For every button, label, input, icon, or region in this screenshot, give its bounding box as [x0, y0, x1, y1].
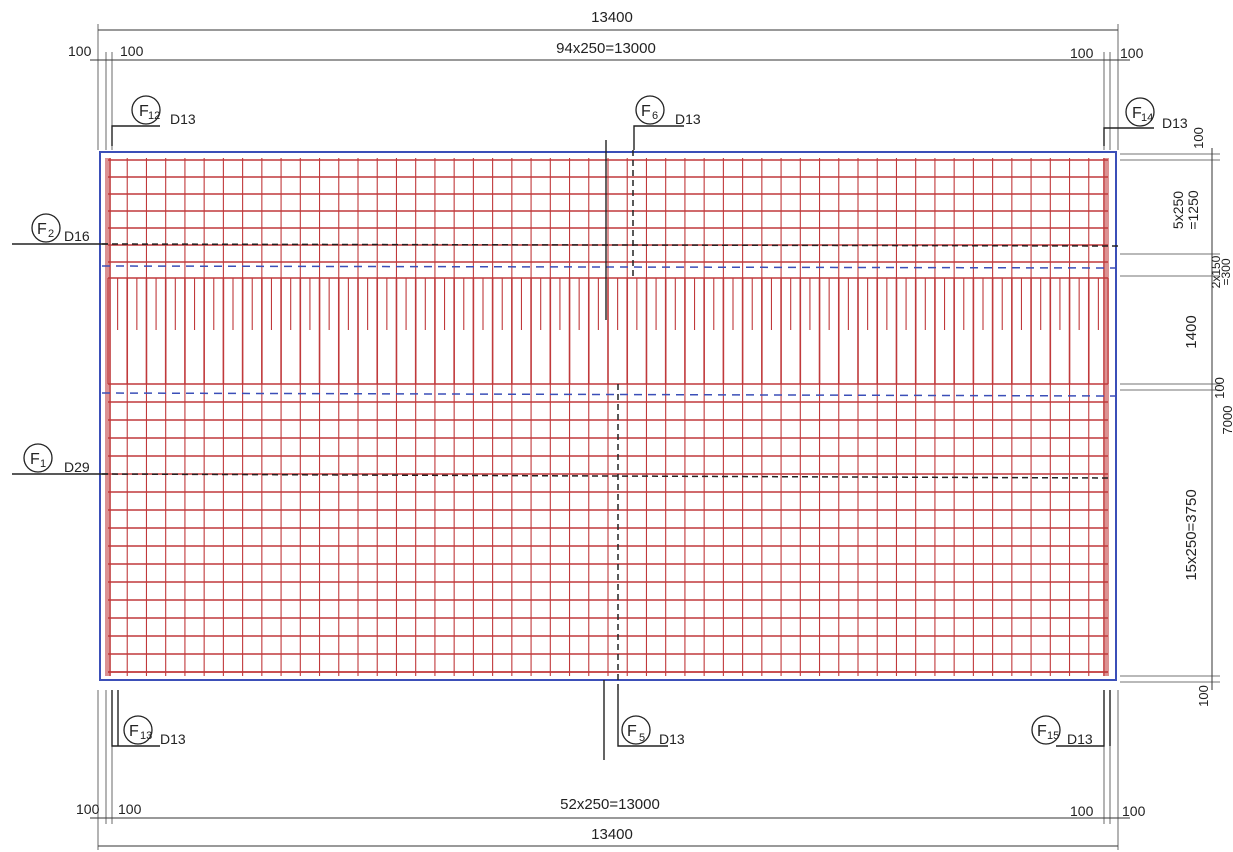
tag-F12: F 12 D13: [111, 95, 196, 146]
top-left-inner-dim: 100: [120, 43, 144, 59]
upper-boundary-dashed: [101, 265, 1117, 269]
right-mid-cover-dim: 100: [1212, 377, 1227, 399]
tag-F6: F 6 D13: [633, 95, 701, 150]
right-lower-spacing-dim: 15x250=3750: [1183, 489, 1200, 580]
tag-F2: F 2 D16: [12, 213, 108, 245]
tag-bubble: [1125, 97, 1155, 127]
tag-bubble: [621, 715, 651, 745]
tag-F1-mark: F: [30, 451, 40, 468]
right-mid-dim: 1400: [1183, 315, 1200, 348]
tag-F1-size: D29: [64, 459, 90, 475]
tag-F15-mark: F: [1037, 723, 1047, 740]
top-right-outer-dim: 100: [1120, 45, 1144, 61]
bottom-left-outer-dim: 100: [76, 801, 100, 817]
tag-F14-size: D13: [1162, 115, 1188, 131]
tag-F5-size: D13: [659, 731, 685, 747]
tag-bubble: [635, 95, 665, 125]
right-upper-spacing-b: =1250: [1185, 190, 1201, 230]
right-upper-spacing-a: 5x250: [1170, 191, 1186, 229]
lower-boundary-dashed: [101, 392, 1117, 397]
right-total-partial-dim: 7000: [1220, 406, 1233, 435]
right-small-spacing-a: 2x150: [1209, 255, 1223, 288]
tag-F13: F 13 D13: [111, 690, 186, 747]
top-right-inner-dim: 100: [1070, 45, 1094, 61]
tag-F12-size: D13: [170, 111, 196, 127]
tag-F13-size: D13: [160, 731, 186, 747]
tag-F2-mark: F: [37, 221, 47, 238]
tag-bubble: [1031, 715, 1061, 745]
bottom-left-inner-dim: 100: [118, 801, 142, 817]
tag-F13-mark: F: [129, 723, 139, 740]
tag-bubble: [123, 715, 153, 745]
tag-F13-num: 13: [140, 730, 152, 742]
tag-bubble: [131, 95, 161, 125]
top-total-dim: 13400: [591, 9, 633, 26]
tag-F1-num: 1: [40, 458, 46, 470]
bottom-dimensions: 52x250=13000 13400 100 100 100 100: [76, 690, 1146, 850]
slab-outline: [99, 151, 1117, 681]
top-left-outer-dim: 100: [68, 43, 92, 59]
top-spacing-dim: 94x250=13000: [556, 40, 656, 57]
right-dimensions: 100 5x250 =1250 2x150 =300 1400 100 7000…: [1120, 127, 1233, 707]
f1-bar-line: [101, 473, 1109, 479]
tag-F2-num: 2: [48, 228, 54, 240]
tag-F2-size: D16: [64, 228, 90, 244]
bottom-right-inner-dim: 100: [1070, 803, 1094, 819]
tag-F14-mark: F: [1132, 105, 1142, 122]
right-small-spacing-b: =300: [1219, 258, 1233, 285]
bottom-spacing-dim: 52x250=13000: [560, 796, 660, 813]
tag-F15-num: 15: [1047, 730, 1059, 742]
tag-F12-mark: F: [139, 103, 149, 120]
bottom-right-outer-dim: 100: [1122, 803, 1146, 819]
tag-F14-num: 14: [1141, 112, 1153, 124]
right-bottom-cover-dim: 100: [1196, 685, 1211, 707]
tag-F5-num: 5: [639, 732, 645, 744]
tag-F6-mark: F: [641, 103, 651, 120]
tag-F15-size: D13: [1067, 731, 1093, 747]
right-top-cover-dim: 100: [1191, 127, 1206, 149]
tag-F6-num: 6: [652, 110, 658, 122]
tag-F5: F 5 D13: [617, 690, 685, 747]
rebar-mesh: [105, 158, 1109, 676]
tag-F5-mark: F: [627, 723, 637, 740]
tag-F1: F 1 D29: [12, 443, 108, 475]
top-dimensions: 13400 94x250=13000 100 100 100 100: [68, 9, 1144, 150]
tag-bubble: [31, 213, 61, 243]
bottom-total-dim: 13400: [591, 826, 633, 843]
tag-F15: F 15 D13: [1031, 690, 1111, 747]
tag-F14: F 14 D13: [1103, 97, 1188, 146]
tag-F6-size: D13: [675, 111, 701, 127]
tag-F12-num: 12: [148, 110, 160, 122]
tag-bubble: [23, 443, 53, 473]
